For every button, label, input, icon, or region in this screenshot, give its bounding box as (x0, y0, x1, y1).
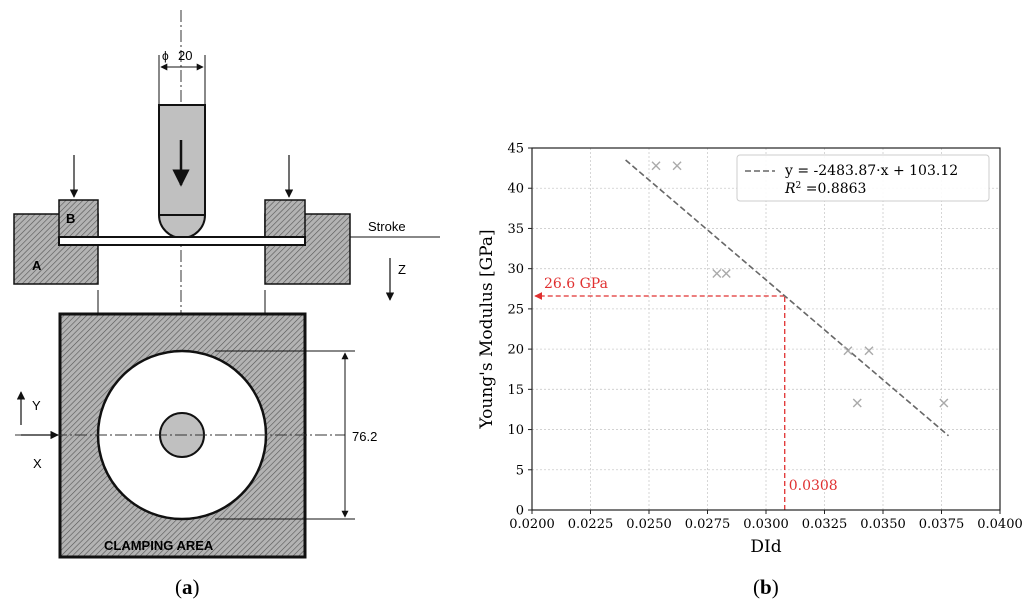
label-b: B (66, 211, 75, 226)
legend-box (736, 154, 990, 202)
diameter-symbol: ϕ (162, 49, 169, 63)
x-tick-label: 0.0250 (626, 517, 672, 532)
chart-points (651, 161, 949, 408)
data-point (721, 268, 731, 278)
chart-fit-line (625, 159, 950, 437)
y-tick-label: 0 (516, 504, 524, 519)
y-tick-label: 5 (516, 463, 524, 478)
x-tick-label: 0.0275 (685, 517, 731, 532)
x-tick-label: 0.0350 (860, 517, 906, 532)
y-tick-label: 35 (507, 222, 524, 237)
x-tick-label: 0.0225 (568, 517, 614, 532)
caption-a: (a) (175, 575, 200, 599)
clamp-block-b (58, 199, 99, 238)
legend-r2: R2 =0.8863 (784, 181, 866, 197)
chart-legend: y = -2483.87·x + 103.12 R2 =0.8863 (736, 154, 990, 202)
y-tick-label: 40 (507, 182, 524, 197)
label-a: A (32, 258, 42, 273)
y-tick-label: 20 (507, 343, 524, 358)
x-tick-label: 0.0400 (977, 517, 1023, 532)
diameter-value: 20 (178, 48, 192, 63)
caption-b: (b) (753, 575, 779, 599)
dimension-76-label: 76.2 (352, 429, 377, 444)
chart-annotation: 26.6 GPa 0.0308 (534, 276, 838, 510)
data-point (864, 346, 874, 356)
y-tick-label: 10 (507, 423, 524, 438)
z-label: Z (398, 262, 406, 277)
y-axis-label: Young's Modulus [GPa] (477, 229, 497, 429)
x-tick-label: 0.0375 (919, 517, 965, 532)
specimen-plate (58, 236, 306, 246)
y-tick-label: 25 (507, 302, 524, 317)
data-point (843, 346, 853, 356)
y-tick-label: 15 (507, 383, 524, 398)
x-axis-label: DId (750, 537, 781, 557)
chart-ticks: 0.0200 0.0225 0.0250 0.0275 0.0300 0.0325 0.03… (507, 142, 1022, 533)
annotation-y-text: 26.6 GPa (544, 276, 608, 292)
x-label: X (33, 456, 42, 471)
data-point (712, 268, 722, 278)
y-label: Y (32, 398, 41, 413)
x-tick-label: 0.0300 (743, 517, 789, 532)
clamp-block-right-inner (264, 199, 306, 238)
chart-grid (531, 147, 1001, 511)
panel-a-diagram: ϕ 20 B A Stroke Z 76.2 (13, 10, 440, 559)
data-point (852, 398, 862, 408)
clamp-block-right-outer (264, 213, 351, 285)
x-tick-label: 0.0200 (509, 517, 555, 532)
y-tick-label: 45 (507, 142, 524, 157)
legend-equation: y = -2483.87·x + 103.12 (784, 163, 958, 179)
clamping-area-label: CLAMPING AREA (104, 538, 214, 553)
y-tick-label: 30 (507, 262, 524, 277)
x-tick-label: 0.0325 (802, 517, 848, 532)
data-point (672, 161, 682, 171)
stroke-label: Stroke (368, 219, 406, 234)
fit-line (625, 159, 950, 437)
data-point (939, 398, 949, 408)
data-point (651, 161, 661, 171)
annotation-x-text: 0.0308 (789, 478, 838, 494)
